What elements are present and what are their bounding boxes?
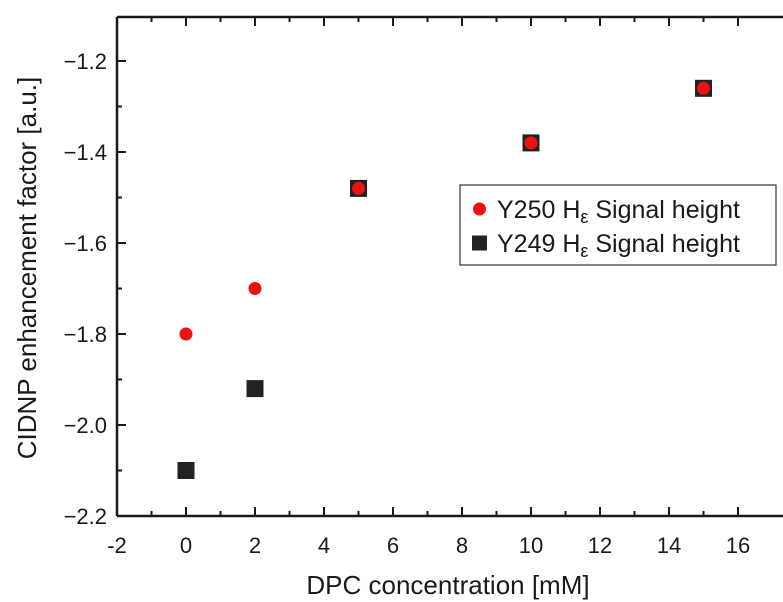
legend-label-tail: Signal height xyxy=(588,196,740,224)
y-tick-label: −1.6 xyxy=(64,231,107,256)
x-tick-label: 10 xyxy=(519,533,543,558)
legend-label-tail: Signal height xyxy=(588,230,740,258)
data-point-square xyxy=(177,462,195,479)
legend-marker-circle xyxy=(473,202,486,216)
data-point-circle xyxy=(697,81,710,95)
legend-label-main: Y249 H xyxy=(497,230,580,258)
x-tick-label: 2 xyxy=(249,533,261,558)
x-tick-label: 8 xyxy=(456,533,468,558)
x-tick-label: 4 xyxy=(318,533,330,558)
legend-label-main: Y250 H xyxy=(497,196,580,224)
y-tick-label: −2.0 xyxy=(64,413,107,438)
x-tick-label: -2 xyxy=(107,533,127,558)
data-point-square xyxy=(246,380,264,398)
x-tick-label: 6 xyxy=(387,533,399,558)
legend-label: Y250 Hε Signal height xyxy=(497,196,740,227)
data-point-circle xyxy=(524,136,538,150)
y-tick-label: −1.4 xyxy=(64,140,107,165)
legend-label-subscript: ε xyxy=(580,241,588,261)
axes: -2 0 2 4 6 8 10 12 14 16 −2.2 −2.0 −1.8 −1.6 −1.4 −1.2 xyxy=(64,15,783,558)
y-tick-label: −1.2 xyxy=(64,49,107,74)
x-tick-label: 0 xyxy=(180,533,192,558)
y-tick-label: −1.8 xyxy=(64,322,107,347)
legend-marker-square xyxy=(472,235,487,251)
data-point-circle xyxy=(248,282,262,295)
legend-box xyxy=(459,184,777,266)
data-point-circle xyxy=(179,327,193,341)
legend-label: Y249 Hε Signal height xyxy=(497,230,740,261)
x-tick-label: 14 xyxy=(657,533,681,558)
y-axis-title: CIDNP enhancement factor [a.u.] xyxy=(12,77,42,460)
y-tick-label: −2.2 xyxy=(64,504,107,529)
legend-label-subscript: ε xyxy=(580,207,588,227)
x-tick-label: 12 xyxy=(588,533,612,558)
x-tick-label: 16 xyxy=(726,533,750,558)
x-axis-title: DPC concentration [mM] xyxy=(306,570,589,600)
data-marks xyxy=(177,79,712,479)
data-point-circle xyxy=(352,181,365,195)
